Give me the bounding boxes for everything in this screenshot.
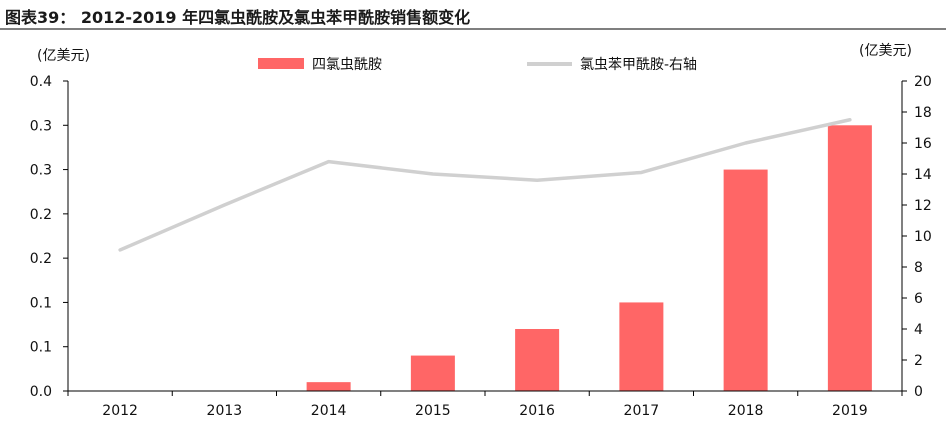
left-tick-label: 0.1	[30, 295, 52, 311]
bar-2016	[515, 329, 560, 391]
figure-title: 图表39： 2012-2019 年四氯虫酰胺及氯虫苯甲酰胺销售额变化	[5, 8, 471, 27]
x-tick-label: 2019	[832, 403, 868, 419]
bar-2014	[306, 382, 351, 391]
legend: 四氯虫酰胺 氯虫苯甲酰胺-右轴	[258, 56, 697, 73]
line-point-2019	[848, 118, 852, 122]
left-tick-label: 0.4	[30, 74, 52, 90]
right-tick-label: 20	[914, 74, 932, 90]
right-tick-label: 8	[914, 260, 923, 276]
left-axis-unit: (亿美元)	[37, 48, 90, 64]
left-tick-label: 0.2	[30, 207, 52, 223]
bar-2019	[827, 125, 872, 392]
right-tick-label: 2	[914, 353, 923, 369]
right-tick-label: 0	[914, 384, 923, 400]
line-point-2015	[431, 172, 435, 176]
axes-group	[67, 81, 903, 392]
right-tick-label: 6	[914, 291, 923, 307]
left-tick-label: 0.2	[30, 251, 52, 267]
right-tick-label: 10	[914, 229, 932, 245]
x-tick-label: 2016	[519, 403, 555, 419]
legend-swatch-bar	[258, 58, 304, 69]
ticks-group: 2012 2013 2014 2015 2016 2017 2018 20190.00.10.…	[30, 74, 932, 419]
bars-group	[306, 125, 872, 392]
bar-2018	[723, 169, 768, 391]
right-tick-label: 12	[914, 198, 932, 214]
right-tick-label: 18	[914, 105, 932, 121]
line-point-2016	[535, 178, 539, 182]
line-point-2013	[222, 203, 226, 207]
legend-label-line: 氯虫苯甲酰胺-右轴	[580, 56, 697, 73]
right-tick-label: 16	[914, 136, 932, 152]
line-point-2017	[639, 170, 643, 174]
legend-label-bar: 四氯虫酰胺	[312, 57, 382, 73]
x-tick-label: 2013	[207, 403, 243, 419]
right-axis-unit: (亿美元)	[859, 43, 912, 59]
title-divider	[0, 28, 946, 30]
x-tick-label: 2015	[415, 403, 451, 419]
bar-2015	[410, 355, 455, 391]
line-point-2018	[744, 141, 748, 145]
line-point-2014	[327, 160, 331, 164]
left-tick-label: 0.0	[30, 384, 52, 400]
left-tick-label: 0.1	[30, 340, 52, 356]
line-point-2012	[118, 248, 122, 252]
left-tick-label: 0.3	[30, 118, 52, 134]
x-tick-label: 2018	[728, 403, 764, 419]
bar-2017	[619, 302, 664, 391]
x-tick-label: 2014	[311, 403, 347, 419]
line-series	[118, 118, 852, 252]
line-group	[118, 118, 852, 252]
left-tick-label: 0.3	[30, 163, 52, 179]
right-tick-label: 4	[914, 322, 923, 338]
x-tick-label: 2017	[624, 403, 660, 419]
right-tick-label: 14	[914, 167, 932, 183]
x-tick-label: 2012	[102, 403, 138, 419]
